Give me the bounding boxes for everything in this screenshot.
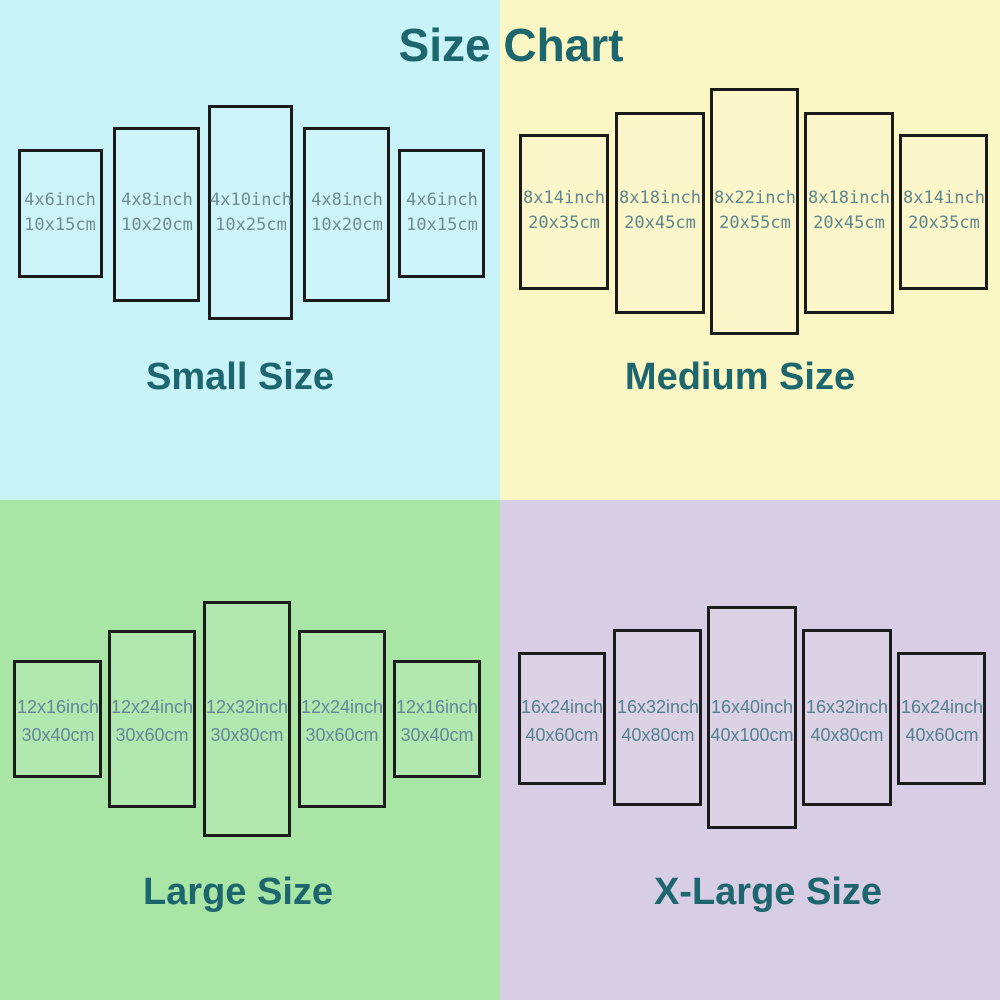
inch-size: 4x8inch <box>121 190 193 210</box>
inch-size: 8x14inch <box>903 188 985 208</box>
canvas-panel <box>519 134 609 290</box>
inch-size: 4x10inch <box>210 190 292 210</box>
canvas-panel <box>802 629 892 806</box>
panel-size-label: 8x18inch 20x45cm <box>808 186 890 236</box>
inch-size: 12x32inch <box>205 697 289 717</box>
canvas-panel <box>393 660 481 778</box>
inch-size: 4x8inch <box>311 190 383 210</box>
panel-size-label: 16x24inch 40x60cm <box>901 693 983 749</box>
canvas-panel <box>298 630 386 808</box>
panel-size-label: 12x24inch 30x60cm <box>111 693 193 749</box>
inch-size: 16x32inch <box>616 697 700 717</box>
inch-size: 16x40inch <box>710 697 794 717</box>
quadrant-title-large: Large Size <box>142 871 334 913</box>
panel-size-label: 16x24inch 40x60cm <box>521 693 603 749</box>
inch-size: 16x24inch <box>900 697 984 717</box>
cm-size: 40x60cm <box>525 725 599 745</box>
inch-size: 12x24inch <box>300 697 384 717</box>
inch-size: 8x14inch <box>523 188 605 208</box>
quadrant-title-medium: Medium Size <box>624 356 856 398</box>
cm-size: 30x40cm <box>21 725 95 745</box>
cm-size: 20x35cm <box>528 213 600 233</box>
inch-size: 4x6inch <box>406 190 478 210</box>
panel-size-label: 12x24inch 30x60cm <box>301 693 383 749</box>
canvas-panel <box>113 127 200 302</box>
inch-size: 8x18inch <box>808 188 890 208</box>
quadrant-medium-size: 8x14inch 20x35cm 8x18inch 20x45cm 8x22in… <box>500 0 1000 500</box>
cm-size: 10x20cm <box>121 215 193 235</box>
panel-size-label: 8x18inch 20x45cm <box>619 186 701 236</box>
panel-size-label: 16x40inch 40x100cm <box>710 693 793 749</box>
cm-size: 40x100cm <box>710 725 794 745</box>
panel-size-label: 16x32inch 40x80cm <box>806 693 888 749</box>
quadrant-title-small: Small Size <box>146 356 334 398</box>
canvas-panel <box>108 630 196 808</box>
panel-size-label: 4x10inch 10x25cm <box>210 188 292 238</box>
inch-size: 12x24inch <box>110 697 194 717</box>
cm-size: 20x35cm <box>908 213 980 233</box>
quadrant-xlarge-size: 16x24inch 40x60cm 16x32inch 40x80cm 16x4… <box>500 500 1000 1000</box>
panel-size-label: 12x32inch 30x80cm <box>206 693 288 749</box>
inch-size: 8x18inch <box>619 188 701 208</box>
cm-size: 20x55cm <box>719 213 791 233</box>
canvas-panel <box>710 88 799 335</box>
canvas-panel <box>804 112 894 314</box>
panel-size-label: 8x22inch 20x55cm <box>714 186 796 236</box>
quadrant-small-size: 4x6inch 10x15cm 4x8inch 10x20cm 4x10inch… <box>0 0 500 500</box>
panel-size-label: 12x16inch 30x40cm <box>396 693 478 749</box>
cm-size: 30x60cm <box>305 725 379 745</box>
panel-size-label: 4x6inch 10x15cm <box>24 188 96 238</box>
cm-size: 10x25cm <box>215 215 287 235</box>
cm-size: 40x60cm <box>905 725 979 745</box>
canvas-panel <box>18 149 103 278</box>
quadrant-title-xlarge: X-Large Size <box>653 871 883 913</box>
cm-size: 10x15cm <box>24 215 96 235</box>
cm-size: 30x40cm <box>400 725 474 745</box>
canvas-panel <box>518 652 606 785</box>
cm-size: 40x80cm <box>810 725 884 745</box>
inch-size: 12x16inch <box>16 697 100 717</box>
canvas-panel <box>398 149 485 278</box>
canvas-panel <box>208 105 293 320</box>
quadrant-large-size: 12x16inch 30x40cm 12x24inch 30x60cm 12x3… <box>0 500 500 1000</box>
page-title: Size Chart <box>398 19 624 71</box>
inch-size: 12x16inch <box>395 697 479 717</box>
cm-size: 40x80cm <box>621 725 695 745</box>
panel-size-label: 4x8inch 10x20cm <box>121 188 193 238</box>
inch-size: 4x6inch <box>24 190 96 210</box>
cm-size: 20x45cm <box>624 213 696 233</box>
panel-size-label: 8x14inch 20x35cm <box>903 186 985 236</box>
canvas-panel <box>203 601 291 837</box>
cm-size: 30x80cm <box>210 725 284 745</box>
cm-size: 10x20cm <box>311 215 383 235</box>
panel-size-label: 4x6inch 10x15cm <box>406 188 478 238</box>
cm-size: 10x15cm <box>406 215 478 235</box>
canvas-panel <box>613 629 702 806</box>
panel-size-label: 12x16inch 30x40cm <box>17 693 99 749</box>
panel-size-label: 4x8inch 10x20cm <box>311 188 383 238</box>
canvas-panel <box>707 606 797 829</box>
canvas-panel <box>899 134 988 290</box>
cm-size: 20x45cm <box>813 213 885 233</box>
panel-size-label: 16x32inch 40x80cm <box>617 693 699 749</box>
inch-size: 16x32inch <box>805 697 889 717</box>
canvas-panel <box>13 660 102 778</box>
canvas-panel <box>303 127 390 302</box>
canvas-panel <box>897 652 986 785</box>
panel-size-label: 8x14inch 20x35cm <box>523 186 605 236</box>
canvas-panel <box>615 112 705 314</box>
inch-size: 8x22inch <box>714 188 796 208</box>
cm-size: 30x60cm <box>115 725 189 745</box>
inch-size: 16x24inch <box>520 697 604 717</box>
